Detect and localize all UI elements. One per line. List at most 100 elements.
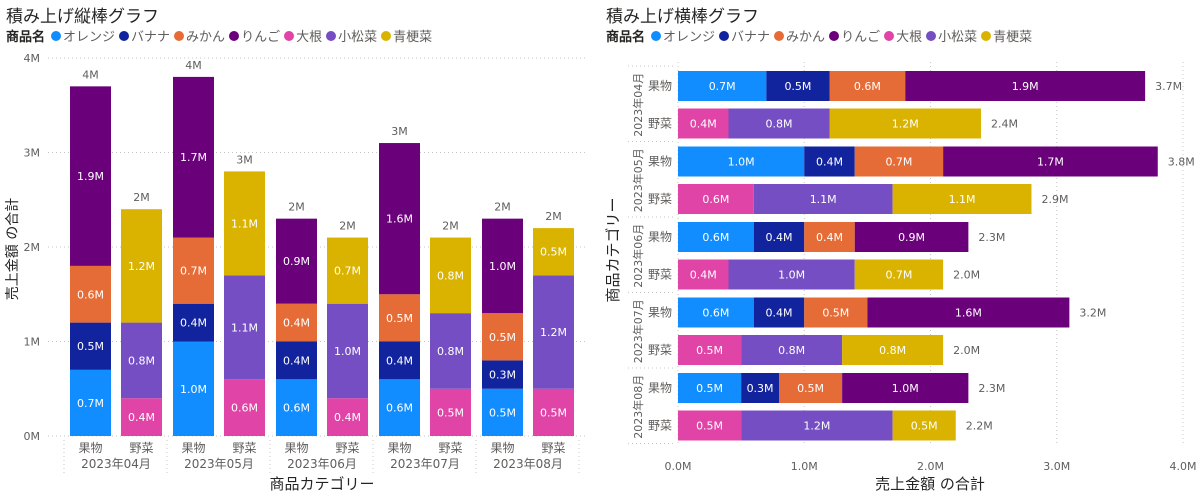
total-label: 2.3M [978, 231, 1005, 244]
legend-dot-icon [229, 30, 240, 41]
data-label: 0.5M [386, 312, 413, 325]
data-label: 0.5M [822, 307, 849, 320]
group-label: 2023年08月 [493, 457, 563, 471]
data-label: 1.1M [231, 321, 258, 334]
x-tick-label: 野菜 [541, 441, 565, 455]
data-label: 0.7M [885, 269, 912, 282]
bar-segment [943, 146, 1158, 177]
data-label: 0.5M [489, 331, 516, 344]
total-label: 2M [545, 210, 562, 223]
data-label: 0.4M [283, 317, 310, 330]
bar-segment [482, 218, 523, 314]
bar-segment [276, 379, 317, 436]
legend-label: りんご [841, 30, 881, 45]
total-label: 2.4M [991, 118, 1018, 131]
legend-item[interactable]: 青梗菜 [381, 26, 432, 45]
total-label: 2.9M [1042, 193, 1069, 206]
y-axis-title: 売上金額 の合計 [5, 198, 21, 300]
legend-item[interactable]: 青梗菜 [981, 26, 1032, 45]
data-label: 0.7M [180, 265, 207, 278]
x-tick-label: 果物 [78, 441, 102, 455]
data-label: 0.5M [696, 420, 723, 433]
data-label: 0.7M [77, 397, 104, 410]
total-label: 4M [185, 59, 202, 72]
data-label: 0.6M [283, 402, 310, 415]
data-label: 0.5M [696, 382, 723, 395]
legend-item[interactable]: オレンジ [651, 26, 715, 45]
bar-segment [327, 303, 368, 399]
bar-segment [70, 369, 111, 436]
bar-segment [173, 341, 214, 436]
data-label: 0.4M [766, 307, 793, 320]
data-label: 1.2M [540, 326, 567, 339]
bar-segment [678, 410, 742, 441]
y-tick-label: 3M [24, 147, 41, 160]
legend-dot-icon [284, 30, 295, 41]
legend-label: 大根 [296, 30, 323, 45]
legend-label: りんご [241, 30, 281, 45]
data-label: 0.9M [283, 255, 310, 268]
legend-item[interactable]: 大根 [884, 26, 922, 45]
data-label: 0.4M [334, 411, 361, 424]
bar-segment [121, 322, 162, 399]
data-label: 1.0M [778, 269, 805, 282]
bar-segment [678, 108, 729, 139]
bar-segment [678, 297, 754, 328]
bar-segment [678, 146, 805, 177]
data-label: 0.6M [702, 193, 729, 206]
legend-label: 大根 [896, 30, 923, 45]
total-label: 2.2M [966, 420, 993, 433]
bar-segment [327, 398, 368, 436]
legend-item[interactable]: 大根 [284, 26, 322, 45]
bar-segment [173, 303, 214, 342]
legend-item[interactable]: オレンジ [51, 26, 115, 45]
legend-item[interactable]: バナナ [119, 26, 170, 45]
legend-item[interactable]: みかん [174, 26, 225, 45]
y-tick-label: 0M [24, 430, 41, 443]
data-label: 0.8M [437, 345, 464, 358]
y-tick-label: 野菜 [648, 268, 672, 282]
group-label: 2023年07月 [390, 457, 460, 471]
bar-segment [70, 322, 111, 370]
bar-segment [741, 410, 893, 441]
legend-item[interactable]: りんご [229, 26, 280, 45]
bar-segment [327, 237, 368, 304]
bar-segment [379, 341, 420, 380]
data-label: 0.8M [437, 269, 464, 282]
data-label: 0.5M [696, 344, 723, 357]
x-tick-label: 野菜 [232, 441, 256, 455]
data-label: 0.6M [386, 402, 413, 415]
data-label: 1.2M [892, 118, 919, 131]
total-label: 2M [494, 201, 511, 214]
legend-dot-icon [926, 30, 937, 41]
bar-segment [842, 373, 969, 403]
y-tick-label: 野菜 [648, 117, 672, 131]
bar-segment [533, 228, 574, 276]
legend-item[interactable]: 小松菜 [926, 26, 977, 45]
x-tick-label: 果物 [181, 441, 205, 455]
y-tick-label: 果物 [648, 306, 672, 320]
legend-item[interactable]: みかん [774, 26, 825, 45]
legend-dot-icon [981, 30, 992, 41]
bar-segment [854, 222, 969, 252]
bar-segment [741, 335, 843, 365]
data-label: 1.6M [955, 307, 982, 320]
data-label: 0.5M [77, 340, 104, 353]
x-tick-label: 2.0M [917, 460, 944, 473]
data-label: 0.6M [854, 80, 881, 93]
data-label: 1.0M [489, 260, 516, 273]
bar-segment [867, 297, 1070, 328]
bar-segment [779, 373, 843, 403]
group-label: 2023年05月 [184, 457, 254, 471]
x-tick-label: 果物 [387, 441, 411, 455]
bar-segment [533, 388, 574, 436]
bar-segment [430, 313, 471, 389]
legend-item[interactable]: りんご [829, 26, 880, 45]
x-tick-label: 果物 [490, 441, 514, 455]
bar-segment [379, 143, 420, 295]
bar-segment [854, 259, 944, 290]
y-tick-label: 野菜 [648, 192, 672, 206]
legend-item[interactable]: バナナ [719, 26, 770, 45]
group-label: 2023年04月 [631, 73, 645, 137]
legend-item[interactable]: 小松菜 [326, 26, 377, 45]
